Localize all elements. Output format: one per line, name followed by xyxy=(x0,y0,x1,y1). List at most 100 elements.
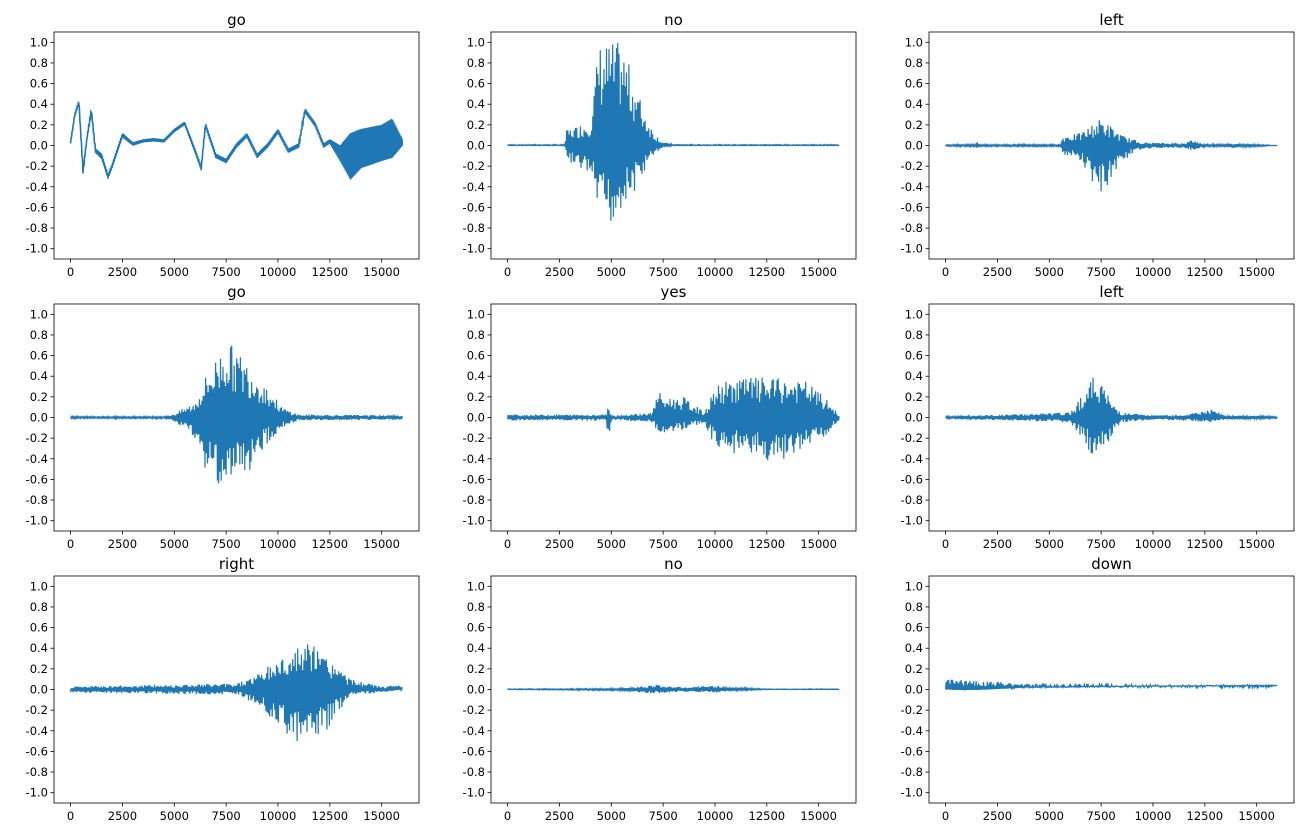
subplot-title: no xyxy=(664,555,683,573)
y-tick-label: 0.8 xyxy=(467,600,485,614)
x-tick-label: 12500 xyxy=(1187,265,1224,279)
x-tick-label: 15000 xyxy=(1238,537,1275,551)
x-tick-label: 10000 xyxy=(1135,265,1172,279)
subplot-title: right xyxy=(219,555,254,573)
x-tick-label: 2500 xyxy=(545,265,574,279)
x-tick-label: 2500 xyxy=(983,537,1012,551)
y-tick-label: -0.6 xyxy=(901,744,923,758)
x-tick-label: 10000 xyxy=(260,537,297,551)
y-tick-label: 0.6 xyxy=(467,621,485,635)
x-tick-label: 5000 xyxy=(160,809,189,823)
y-tick-label: -0.6 xyxy=(901,200,923,214)
y-tick-label: -0.4 xyxy=(463,724,485,738)
y-tick-label: -0.8 xyxy=(901,221,923,235)
y-tick-label: 1.0 xyxy=(905,35,923,49)
x-tick-label: 12500 xyxy=(1187,537,1224,551)
subplot-title: no xyxy=(664,11,683,29)
x-tick-label: 12500 xyxy=(1187,809,1224,823)
x-tick-label: 15000 xyxy=(363,265,400,279)
subplot-5: yes 1.0 0.8 0.6 0.4 0.2 0.0 -0.2 -0.4 -0.6 -0.8 -1.… xyxy=(463,283,857,551)
x-tick-label: 12500 xyxy=(312,809,349,823)
y-tick-label: -0.6 xyxy=(26,744,48,758)
y-tick-label: 0.4 xyxy=(905,641,923,655)
x-tick-label: 0 xyxy=(67,809,74,823)
y-tick-label: 0.0 xyxy=(30,411,48,425)
x-tick-label: 12500 xyxy=(312,265,349,279)
y-tick-label: -0.4 xyxy=(901,452,923,466)
x-tick-label: 7500 xyxy=(1086,809,1115,823)
y-tick-label: -0.6 xyxy=(463,744,485,758)
x-tick-label: 0 xyxy=(942,265,949,279)
y-tick-label: 0.0 xyxy=(467,683,485,697)
x-tick-label: 15000 xyxy=(1238,265,1275,279)
y-tick-label: -0.4 xyxy=(26,724,48,738)
x-tick-label: 10000 xyxy=(697,809,734,823)
y-tick-label: -0.8 xyxy=(26,221,48,235)
y-tick-label: 0.6 xyxy=(905,621,923,635)
y-tick-label: 0.2 xyxy=(905,118,923,132)
waveform-line xyxy=(70,644,403,741)
x-tick-label: 10000 xyxy=(1135,809,1172,823)
x-tick-label: 10000 xyxy=(260,809,297,823)
x-tick-label: 10000 xyxy=(260,265,297,279)
y-tick-label: 1.0 xyxy=(467,579,485,593)
y-tick-label: 0.8 xyxy=(30,600,48,614)
y-tick-label: 1.0 xyxy=(905,579,923,593)
x-tick-label: 2500 xyxy=(545,809,574,823)
y-tick-label: 0.6 xyxy=(30,77,48,91)
x-tick-label: 0 xyxy=(942,537,949,551)
waveform-line xyxy=(507,684,840,694)
x-tick-label: 5000 xyxy=(1035,537,1064,551)
waveform-line xyxy=(507,377,840,461)
y-tick-label: 0.2 xyxy=(467,390,485,404)
subplot-9: down 1.0 0.8 0.6 0.4 0.2 0.0 -0.2 -0.4 -0.6 -0.8 -1… xyxy=(901,555,1295,823)
y-tick-label: -1.0 xyxy=(26,786,48,800)
y-tick-label: -1.0 xyxy=(26,242,48,256)
x-tick-label: 10000 xyxy=(1135,537,1172,551)
x-tick-label: 15000 xyxy=(363,809,400,823)
y-tick-label: 0.8 xyxy=(905,328,923,342)
y-tick-label: -0.4 xyxy=(26,180,48,194)
subplot-title: left xyxy=(1099,283,1123,301)
y-tick-label: 0.0 xyxy=(905,411,923,425)
waveform-line xyxy=(70,345,403,484)
y-tick-label: 0.2 xyxy=(467,662,485,676)
y-tick-label: 0.2 xyxy=(467,118,485,132)
y-tick-label: -0.8 xyxy=(26,765,48,779)
y-tick-label: -1.0 xyxy=(901,242,923,256)
y-tick-label: 0.4 xyxy=(467,641,485,655)
y-tick-label: 0.8 xyxy=(30,328,48,342)
y-tick-label: 0.2 xyxy=(905,390,923,404)
x-tick-label: 7500 xyxy=(648,265,677,279)
x-tick-label: 12500 xyxy=(312,537,349,551)
y-tick-label: 0.8 xyxy=(467,56,485,70)
y-tick-label: 0.4 xyxy=(467,369,485,383)
y-tick-label: -0.4 xyxy=(901,180,923,194)
x-tick-label: 5000 xyxy=(1035,265,1064,279)
y-tick-label: -0.4 xyxy=(901,724,923,738)
subplot-3: left 1.0 0.8 0.6 0.4 0.2 0.0 -0.2 -0.4 -0.6 -0.8 -1… xyxy=(901,11,1295,279)
y-tick-label: -0.2 xyxy=(901,159,923,173)
y-tick-label: 1.0 xyxy=(467,307,485,321)
x-tick-label: 0 xyxy=(504,265,511,279)
y-tick-label: -0.2 xyxy=(26,703,48,717)
y-tick-label: 0.2 xyxy=(30,118,48,132)
subplot-8: no 1.0 0.8 0.6 0.4 0.2 0.0 -0.2 -0.4 -0.6 -0.8 -1.0… xyxy=(463,555,857,823)
y-tick-label: -0.8 xyxy=(901,493,923,507)
y-tick-label: -0.2 xyxy=(901,703,923,717)
x-tick-label: 15000 xyxy=(800,809,837,823)
y-tick-label: 0.6 xyxy=(905,349,923,363)
y-tick-label: 0.2 xyxy=(30,662,48,676)
subplot-7: right 1.0 0.8 0.6 0.4 0.2 0.0 -0.2 -0.4 -0.6 -0.8 -… xyxy=(26,555,420,823)
y-tick-label: -0.6 xyxy=(901,472,923,486)
x-tick-label: 5000 xyxy=(597,265,626,279)
x-tick-label: 5000 xyxy=(1035,809,1064,823)
y-tick-label: -0.4 xyxy=(26,452,48,466)
y-tick-label: 1.0 xyxy=(30,307,48,321)
y-tick-label: -0.2 xyxy=(901,431,923,445)
x-tick-label: 2500 xyxy=(983,809,1012,823)
y-tick-label: -0.2 xyxy=(463,703,485,717)
y-tick-label: -1.0 xyxy=(901,786,923,800)
y-tick-label: -0.2 xyxy=(26,431,48,445)
x-tick-label: 2500 xyxy=(983,265,1012,279)
